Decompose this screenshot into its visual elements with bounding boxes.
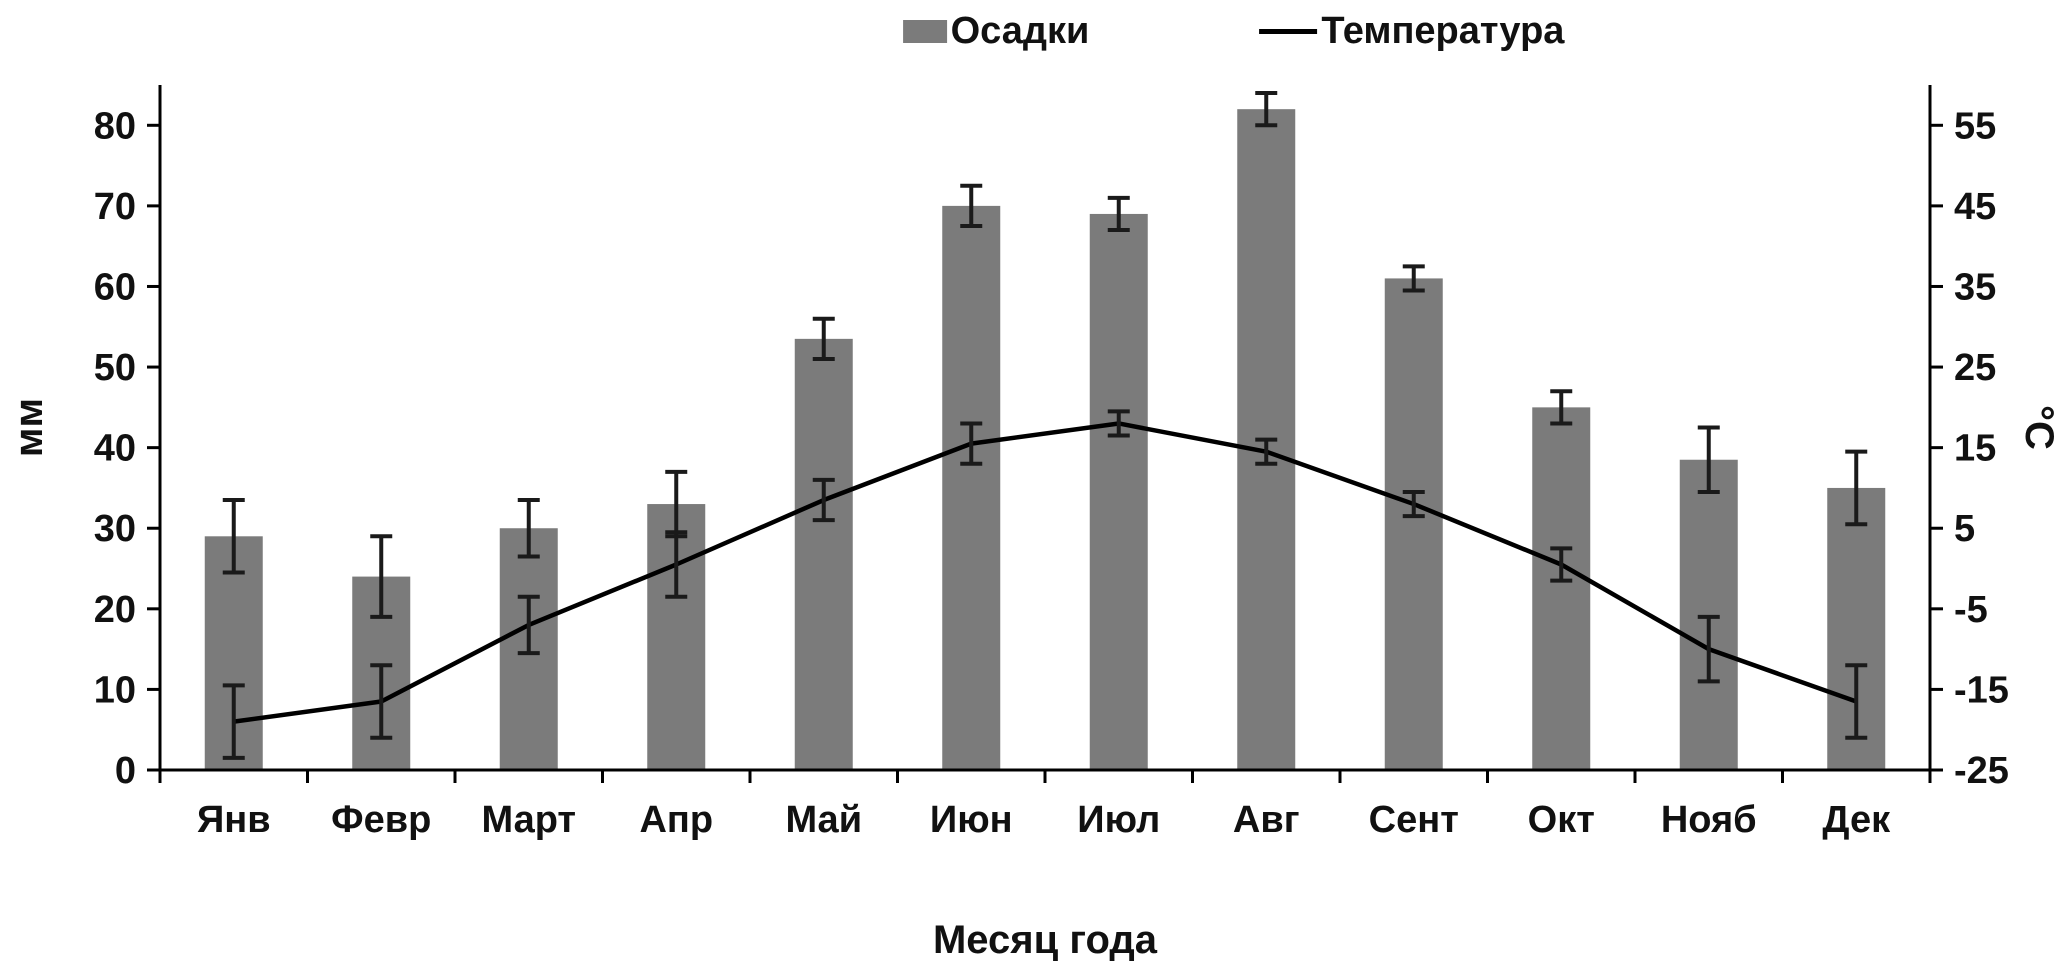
left-tick-label: 40 <box>94 428 136 470</box>
left-axis-title: мм <box>7 398 51 457</box>
temperature-line <box>233 421 1858 724</box>
left-tick-label: 10 <box>94 669 136 711</box>
left-tick-label: 30 <box>94 508 136 550</box>
temperature-swatch-icon <box>1259 29 1318 34</box>
precipitation-bar <box>1679 459 1738 770</box>
legend-item-temperature: Температура <box>1259 10 1564 53</box>
x-axis-title: Месяц года <box>932 918 1157 962</box>
month-label: Дек <box>1822 799 1891 841</box>
month-label: Март <box>481 799 576 841</box>
precipitation-swatch-icon <box>902 20 947 43</box>
month-label: Янв <box>197 799 271 841</box>
right-tick-label: 35 <box>1954 266 1996 308</box>
month-label: Нояб <box>1661 799 1757 841</box>
right-tick-label: 45 <box>1954 186 1996 228</box>
month-label: Февр <box>331 799 431 841</box>
right-tick-label: 15 <box>1954 428 1996 470</box>
month-label: Июн <box>930 799 1013 841</box>
legend-label-precipitation: Осадки <box>950 10 1090 52</box>
right-tick-label: 5 <box>1954 508 1975 550</box>
left-tick-label: 50 <box>94 347 136 389</box>
month-label: Авг <box>1233 799 1300 841</box>
precipitation-bar <box>1532 407 1591 770</box>
left-tick-label: 70 <box>94 186 136 228</box>
right-axis-title: °C <box>2017 405 2061 450</box>
legend-label-temperature: Температура <box>1321 10 1565 52</box>
right-tick-label: 25 <box>1954 347 1996 389</box>
right-tick-label: -25 <box>1954 750 2009 792</box>
legend-item-precipitation: Осадки <box>902 10 1090 53</box>
month-label: Апр <box>639 799 713 841</box>
left-tick-label: 0 <box>115 750 136 792</box>
month-label: Май <box>785 799 862 841</box>
left-tick-label: 80 <box>94 105 136 147</box>
month-label: Июл <box>1077 799 1160 841</box>
left-tick-label: 60 <box>94 266 136 308</box>
precipitation-bar <box>942 205 1001 771</box>
month-label: Окт <box>1528 799 1595 841</box>
right-tick-label: -5 <box>1954 589 1988 631</box>
right-tick-label: -15 <box>1954 669 2009 711</box>
month-label: Сент <box>1369 799 1459 841</box>
precipitation-bar <box>1089 213 1148 771</box>
right-tick-label: 55 <box>1954 105 1996 147</box>
precipitation-bar <box>794 338 853 770</box>
precipitation-bar <box>1384 278 1443 770</box>
left-tick-label: 20 <box>94 589 136 631</box>
chart-legend: Осадки Температура <box>902 10 1564 53</box>
